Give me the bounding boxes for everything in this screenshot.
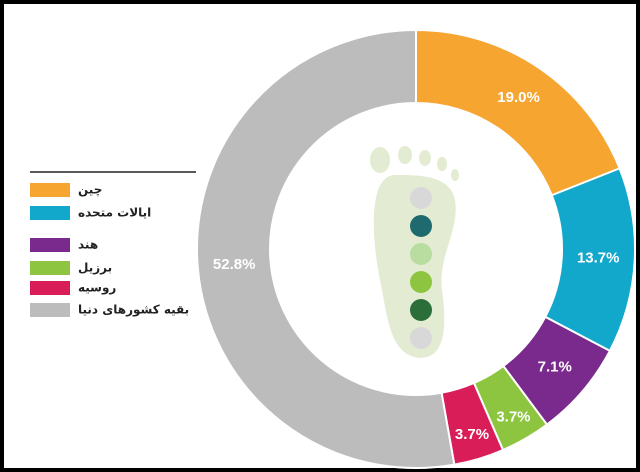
data-label: 19.0%	[497, 89, 540, 106]
legend-swatch	[30, 206, 70, 220]
footprint-icon	[370, 146, 459, 358]
donut-slice	[196, 28, 456, 469]
legend-swatch	[30, 281, 70, 295]
legend-label: ایالات متحده	[78, 206, 151, 220]
data-label: 7.1%	[538, 358, 572, 375]
legend-label: روسیه	[78, 281, 116, 296]
legend-label: هند	[78, 238, 98, 252]
legend-label: برزیل	[78, 261, 112, 275]
data-label: 13.7%	[577, 250, 620, 267]
legend-label: چین	[78, 183, 102, 197]
legend-swatch	[30, 303, 70, 317]
data-label: 52.8%	[213, 256, 256, 273]
legend-swatch	[30, 183, 70, 197]
legend-swatch	[30, 238, 70, 252]
legend-label: بقیه کشورهای دنیا	[78, 303, 189, 318]
legend-swatch	[30, 261, 70, 275]
data-label: 3.7%	[496, 408, 530, 425]
data-label: 3.7%	[455, 426, 489, 443]
